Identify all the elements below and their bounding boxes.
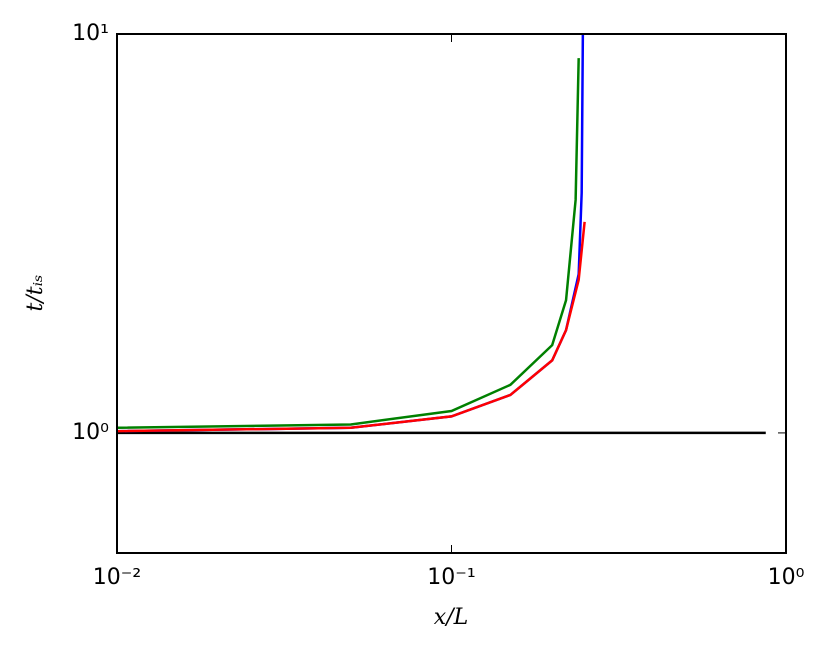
line [116,58,580,430]
y-tick-label: 10¹ [72,21,109,46]
y-tick-label: 10⁰ [72,420,109,445]
line [116,33,585,433]
x-axis-label: x/L [434,605,468,630]
plot-frame [116,33,787,554]
y-axis-label: t/tᵢₛ [23,275,48,312]
x-tick-label: 10⁰ [768,565,805,590]
line [116,221,586,433]
x-tick-label: 10⁻¹ [427,565,475,590]
x-tick-label: 10⁻² [93,565,141,590]
